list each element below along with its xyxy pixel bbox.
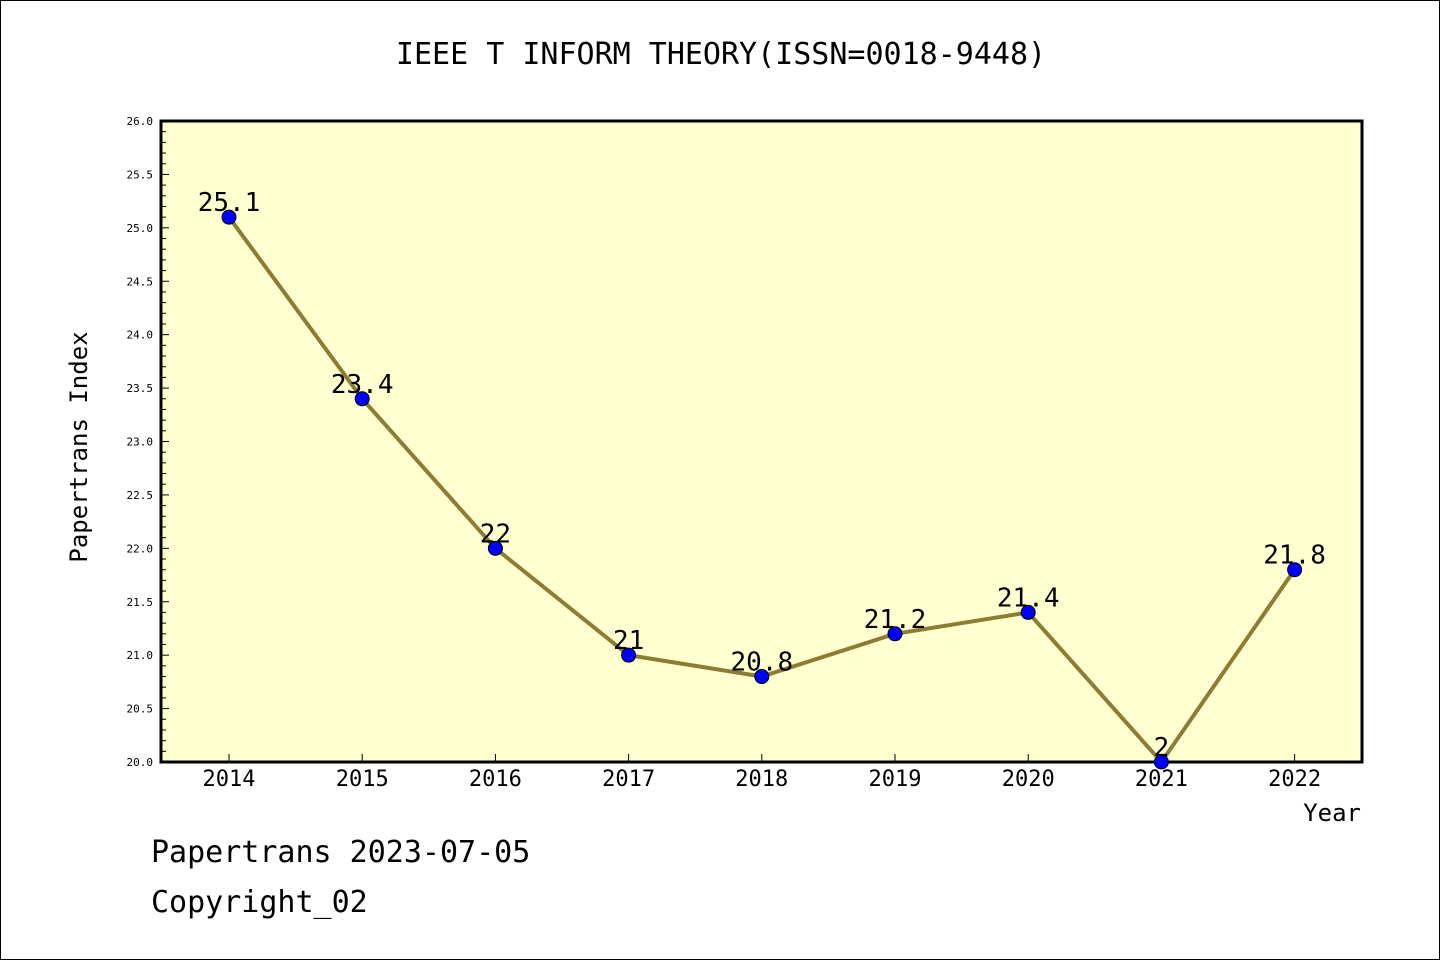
x-axis-label: Year [1303,799,1361,827]
data-label: 21.2 [864,605,927,635]
data-label: 22 [480,519,511,549]
y-tick-label: 26.0 [127,115,154,128]
data-point [754,669,770,685]
footer-copyright: Copyright_02 [151,885,368,920]
data-point [1287,562,1303,578]
data-point [487,540,503,556]
y-tick-label: 23.0 [127,436,154,449]
y-tick-label: 21.0 [127,649,154,662]
y-tick-label: 24.5 [127,275,154,288]
data-label: 23.4 [331,370,394,400]
x-tick-label: 2019 [869,767,922,792]
footer-date: Papertrans 2023-07-05 [151,835,531,870]
data-label: 21.8 [1263,541,1326,571]
x-tick-label: 2015 [336,767,389,792]
x-tick-label: 2018 [735,767,788,792]
data-point [1020,604,1036,620]
y-tick-label: 22.5 [127,489,154,502]
y-tick-label: 20.0 [127,756,154,769]
x-tick-label: 2017 [602,767,655,792]
y-tick-label: 25.0 [127,222,154,235]
data-label: 2 [1154,733,1170,763]
plot-area [159,119,1364,764]
y-axis-label: Papertrans Index [65,331,93,562]
x-axis: 2014 2015 2016 2017 2018 2019 2020 2021 2022 [203,754,1321,792]
x-tick-label: 2022 [1268,767,1321,792]
y-tick-label: 20.5 [127,703,154,716]
data-point [1153,754,1169,770]
y-tick-label: 21.5 [127,596,154,609]
y-axis: 20.0 20.5 21.0 21.5 22.0 22.5 23.0 23.5 24.0 24.5… [127,115,169,769]
chart-title: IEEE T INFORM THEORY(ISSN=0018-9448) [395,37,1047,72]
data-point [354,391,370,407]
x-tick-label: 2021 [1135,767,1188,792]
data-label: 21 [613,626,644,656]
series-line-group: 25.1 23.4 22 21 20.8 21.2 21.4 2 21.8 [198,188,1326,770]
data-point [621,647,637,663]
y-tick-label: 24.0 [127,329,154,342]
data-label: 20.8 [730,648,793,678]
x-tick-label: 2016 [469,767,522,792]
data-label: 21.4 [997,583,1060,613]
data-label: 25.1 [198,188,261,218]
data-point [887,626,903,642]
y-tick-label: 22.0 [127,542,154,555]
y-tick-label: 23.5 [127,382,154,395]
data-point [221,209,237,225]
x-tick-label: 2020 [1002,767,1055,792]
x-tick-label: 2014 [203,767,256,792]
y-tick-label: 25.5 [127,168,154,181]
